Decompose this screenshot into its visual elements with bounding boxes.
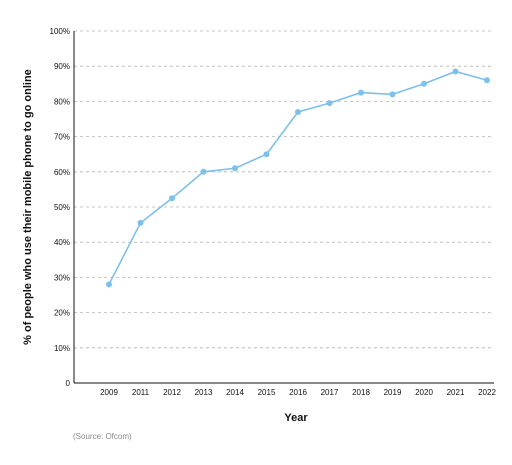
data-point: [358, 89, 364, 96]
x-tick-label: 2016: [289, 388, 307, 397]
y-tick-label: 90%: [54, 62, 70, 71]
y-tick-label: 80%: [54, 97, 70, 106]
data-point: [200, 168, 207, 175]
data-point: [326, 100, 333, 107]
x-tick-label: 2009: [100, 388, 118, 397]
y-axis-title: % of people who use their mobile phone t…: [22, 69, 34, 345]
y-tick-label: 0: [66, 379, 71, 388]
data-point: [452, 68, 459, 75]
x-tick-label: 2022: [478, 388, 496, 397]
axes: [73, 31, 494, 384]
series-line: [108, 70, 488, 285]
y-tick-label: 60%: [54, 168, 70, 177]
x-tick-label: 2014: [226, 388, 244, 397]
x-tick-label: 2017: [321, 388, 339, 397]
x-tick-labels: 2009 2011 2012 2013 2014 2015 2016 2017 2018 2019…: [100, 388, 496, 397]
y-tick-label: 40%: [54, 238, 70, 247]
data-point: [295, 108, 301, 115]
data-point: [421, 80, 427, 87]
y-tick-label: 70%: [54, 133, 70, 142]
x-tick-label: 2013: [195, 388, 213, 397]
x-tick-label: 2020: [415, 388, 433, 397]
data-point: [169, 195, 175, 202]
x-tick-label: 2021: [447, 388, 465, 397]
y-tick-label: 30%: [54, 273, 70, 282]
x-tick-label: 2019: [384, 388, 402, 397]
y-tick-labels: 0 10% 20% 30% 40% 50% 60% 70% 80% 90% 100%: [50, 27, 71, 388]
x-tick-label: 2012: [163, 388, 181, 397]
data-point: [389, 91, 396, 98]
y-tick-label: 50%: [54, 203, 70, 212]
gridlines: [74, 30, 494, 349]
data-point: [106, 281, 112, 288]
x-axis-title: Year: [284, 412, 308, 424]
data-point: [137, 219, 144, 226]
y-tick-label: 20%: [54, 309, 70, 318]
y-tick-label: 100%: [50, 27, 70, 36]
x-tick-label: 2011: [132, 388, 150, 397]
data-point: [232, 165, 238, 172]
x-tick-label: 2015: [258, 388, 276, 397]
y-tick-label: 10%: [54, 344, 70, 353]
series: [106, 68, 490, 288]
data-point: [263, 151, 270, 158]
x-tick-label: 2018: [352, 388, 370, 397]
data-point: [484, 77, 490, 84]
source-note: (Source: Ofcom): [73, 432, 132, 441]
